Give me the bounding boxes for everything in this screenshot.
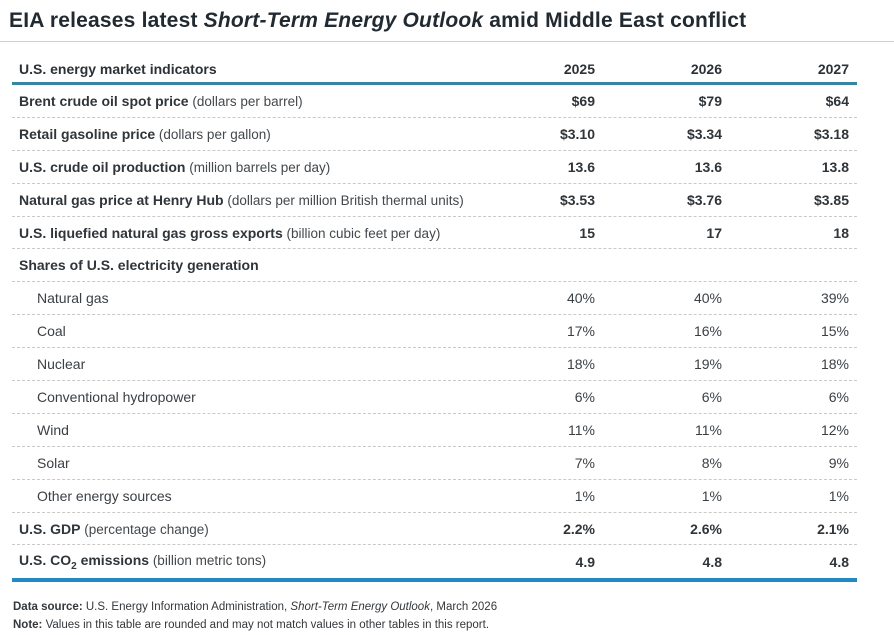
row-value: 15% bbox=[820, 323, 849, 340]
row-value: 18 bbox=[833, 224, 849, 241]
table-row: Natural gas price at Henry Hub (dollars … bbox=[12, 184, 857, 217]
table-header-row: U.S. energy market indicators 2025 2026 … bbox=[12, 56, 857, 85]
row-value: 1% bbox=[574, 487, 595, 504]
row-value: $3.53 bbox=[559, 191, 595, 208]
row-value: 2.6% bbox=[690, 520, 722, 537]
row-value: 12% bbox=[820, 421, 849, 438]
title-prefix: EIA releases latest bbox=[9, 9, 204, 32]
data-source-publication: Short-Term Energy Outlook bbox=[290, 601, 430, 614]
row-value: 17% bbox=[566, 323, 595, 340]
row-value: 18% bbox=[820, 356, 849, 373]
title-suffix: amid Middle East conflict bbox=[483, 9, 747, 32]
row-value: 13.6 bbox=[694, 158, 722, 175]
table-row: Nuclear 18% 19% 18% bbox=[12, 348, 857, 382]
page-title: EIA releases latest Short-Term Energy Ou… bbox=[0, 0, 894, 41]
table-row: U.S. crude oil production (million barre… bbox=[12, 151, 857, 184]
row-label: Other energy sources bbox=[37, 487, 172, 504]
row-value: 4.8 bbox=[702, 553, 722, 570]
row-label: U.S. GDP (percentage change) bbox=[19, 520, 209, 537]
row-value: 1% bbox=[828, 487, 849, 504]
row-value: 4.8 bbox=[829, 553, 849, 570]
row-value: 19% bbox=[693, 356, 722, 373]
row-label: U.S. CO2 emissions (billion metric tons) bbox=[19, 552, 267, 572]
row-value: 1% bbox=[701, 487, 722, 504]
data-source-note: Data source: U.S. Energy Information Adm… bbox=[13, 599, 894, 617]
row-value: 18% bbox=[566, 356, 595, 373]
row-value: 7% bbox=[574, 454, 595, 471]
row-value: $3.18 bbox=[813, 125, 849, 142]
data-source-post: , March 2026 bbox=[429, 601, 498, 614]
table-row: U.S. GDP (percentage change) 2.2% 2.6% 2.1% bbox=[12, 513, 857, 546]
row-label: Coal bbox=[37, 323, 66, 340]
table-row: Brent crude oil spot price (dollars per … bbox=[12, 85, 857, 118]
row-value: 6% bbox=[701, 388, 722, 405]
table-row: Coal 17% 16% 15% bbox=[12, 315, 857, 349]
row-value: $69 bbox=[571, 92, 595, 109]
row-label: Retail gasoline price (dollars per gallo… bbox=[19, 125, 271, 142]
column-header-2025: 2025 bbox=[563, 61, 595, 77]
table-row: Other energy sources 1% 1% 1% bbox=[12, 480, 857, 513]
row-value: 11% bbox=[695, 421, 722, 438]
row-label: Brent crude oil spot price (dollars per … bbox=[19, 92, 303, 109]
row-value: 2.1% bbox=[817, 520, 849, 537]
table-row: Shares of U.S. electricity generation bbox=[12, 249, 857, 283]
table-row: Retail gasoline price (dollars per gallo… bbox=[12, 118, 857, 151]
row-value: 39% bbox=[820, 290, 849, 307]
row-value: 16% bbox=[693, 323, 722, 340]
rounding-note-label: Note: bbox=[13, 619, 43, 632]
row-label: Nuclear bbox=[37, 356, 86, 373]
table-bottom-rule bbox=[12, 578, 857, 583]
row-value: $3.76 bbox=[686, 191, 722, 208]
row-label: U.S. crude oil production (million barre… bbox=[19, 158, 331, 175]
table-row: Conventional hydropower 6% 6% 6% bbox=[12, 381, 857, 414]
row-value: 15 bbox=[579, 224, 595, 241]
row-label: Conventional hydropower bbox=[37, 388, 196, 405]
row-value: 40% bbox=[566, 290, 595, 307]
title-publication-name: Short-Term Energy Outlook bbox=[203, 9, 484, 32]
table-row: U.S. CO2 emissions (billion metric tons)… bbox=[12, 545, 857, 578]
row-value: 13.6 bbox=[567, 158, 595, 175]
table-header-label: U.S. energy market indicators bbox=[19, 61, 217, 77]
row-value: 13.8 bbox=[821, 158, 849, 175]
row-value: $3.34 bbox=[686, 125, 722, 142]
energy-indicators-table: U.S. energy market indicators 2025 2026 … bbox=[12, 56, 857, 578]
row-value: 17 bbox=[706, 224, 722, 241]
row-value: 9% bbox=[828, 454, 849, 471]
row-label: Natural gas bbox=[37, 290, 109, 307]
row-value: 6% bbox=[574, 388, 595, 405]
row-value: $3.85 bbox=[813, 191, 849, 208]
table-row: Solar 7% 8% 9% bbox=[12, 447, 857, 480]
row-value: 4.9 bbox=[575, 553, 595, 570]
row-value: 11% bbox=[568, 421, 595, 438]
row-value: 40% bbox=[693, 290, 722, 307]
data-source-label: Data source: bbox=[13, 601, 83, 614]
column-header-2027: 2027 bbox=[817, 61, 849, 77]
rounding-note-text: Values in this table are rounded and may… bbox=[42, 619, 490, 632]
table-row: Wind 11% 11% 12% bbox=[12, 414, 857, 447]
rounding-note: Note: Values in this table are rounded a… bbox=[13, 617, 894, 635]
row-value: $3.10 bbox=[559, 125, 595, 142]
row-label: Shares of U.S. electricity generation bbox=[19, 257, 259, 274]
data-source-pre: U.S. Energy Information Administration, bbox=[82, 601, 291, 614]
row-value: 8% bbox=[701, 454, 722, 471]
title-divider bbox=[0, 41, 894, 42]
table-row: U.S. liquefied natural gas gross exports… bbox=[12, 217, 857, 250]
footer-notes: Data source: U.S. Energy Information Adm… bbox=[13, 599, 894, 635]
column-header-2026: 2026 bbox=[690, 61, 722, 77]
table-body: Brent crude oil spot price (dollars per … bbox=[12, 85, 857, 578]
row-label: Natural gas price at Henry Hub (dollars … bbox=[19, 191, 464, 208]
row-label: Solar bbox=[37, 454, 70, 471]
row-value: 2.2% bbox=[563, 520, 595, 537]
row-value: $64 bbox=[825, 92, 849, 109]
row-label: Wind bbox=[37, 421, 69, 438]
row-value: $79 bbox=[698, 92, 722, 109]
row-label: U.S. liquefied natural gas gross exports… bbox=[19, 224, 441, 241]
table-row: Natural gas 40% 40% 39% bbox=[12, 282, 857, 316]
row-value: 6% bbox=[828, 388, 849, 405]
